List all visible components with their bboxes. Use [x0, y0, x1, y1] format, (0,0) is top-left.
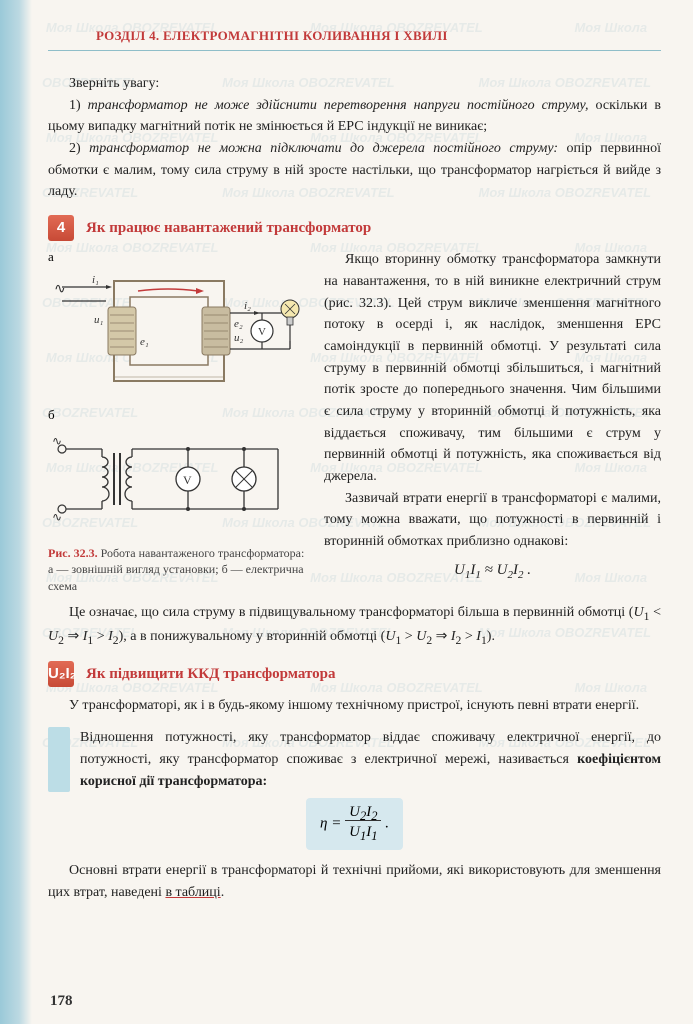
section-badge-4: 4 [48, 215, 74, 241]
chapter-header: РОЗДІЛ 4. ЕЛЕКТРОМАГНІТНІ КОЛИВАННЯ І ХВ… [48, 28, 661, 51]
section-title-4: Як працює навантажений трансформатор [86, 220, 371, 237]
svg-text:∿: ∿ [52, 434, 62, 448]
section4-text-column: Якщо вторинну обмотку трансформатора зам… [324, 249, 661, 594]
i1-label: i₁ [92, 274, 99, 286]
formula-ui: U1I1 ≈ U2I2 . [324, 559, 661, 584]
section-4-header: 4 Як працює навантажений трансформатор [48, 215, 661, 241]
figure-column: а ∿ i₁ [48, 249, 310, 594]
intro-point2: 2) трансформатор не можна підключати до … [48, 138, 661, 203]
definition-text: Відношення потужності, яку трансформатор… [80, 727, 661, 792]
schematic-voltmeter: V [183, 473, 192, 487]
section5-closing: Основні втрати енергії в трансформаторі … [48, 860, 661, 903]
ac-symbol: ∿ [54, 282, 66, 297]
i2-label: i₂ [244, 300, 251, 312]
page-number: 178 [50, 993, 73, 1010]
section5-text: У трансформаторі, як і в будь-якому іншо… [48, 695, 661, 717]
section-5-header: U₂I₂ Як підвищити ККД трансформатора [48, 661, 661, 687]
intro-point1: 1) трансформатор не може здійснити перет… [48, 95, 661, 138]
fig-label-a: а [48, 249, 310, 265]
section4-conclusion-p: Це означає, що сила струму в підвищуваль… [48, 602, 661, 650]
definition-block: Відношення потужності, яку трансформатор… [48, 727, 661, 792]
fig-label-b: б [48, 407, 310, 423]
intro-line1: Зверніть увагу: [48, 73, 661, 95]
intro-block: Зверніть увагу: 1) трансформатор не може… [48, 73, 661, 203]
transformer-diagram-a: ∿ i₁ [48, 267, 308, 397]
e1-label: e₁ [140, 336, 149, 348]
u1-label: u₁ [94, 314, 104, 326]
definition-bar [48, 727, 70, 792]
section5-p1: У трансформаторі, як і в будь-якому іншо… [48, 695, 661, 717]
section-badge-5: U₂I₂ [48, 661, 74, 687]
section4-para1: Якщо вторинну обмотку трансформатора зам… [324, 249, 661, 488]
voltmeter-label: V [258, 326, 266, 338]
eta-formula: η = U2I2U1I1 . [306, 798, 403, 850]
section4-conclusion: Це означає, що сила струму в підвищуваль… [48, 602, 661, 650]
section5-p2: Основні втрати енергії в трансформаторі … [48, 860, 661, 903]
u2-label: u₂ [234, 332, 244, 344]
section4-para2: Зазвичай втрати енергії в трансформаторі… [324, 488, 661, 553]
svg-text:∿: ∿ [52, 510, 62, 524]
section-title-5: Як підвищити ККД трансформатора [86, 666, 336, 683]
e2-label: e₂ [234, 318, 243, 330]
eta-formula-row: η = U2I2U1I1 . [48, 798, 661, 850]
figure-caption: Рис. 32.3. Робота навантаженого трансфор… [48, 545, 310, 594]
transformer-diagram-b: ∿ ∿ [48, 425, 308, 535]
